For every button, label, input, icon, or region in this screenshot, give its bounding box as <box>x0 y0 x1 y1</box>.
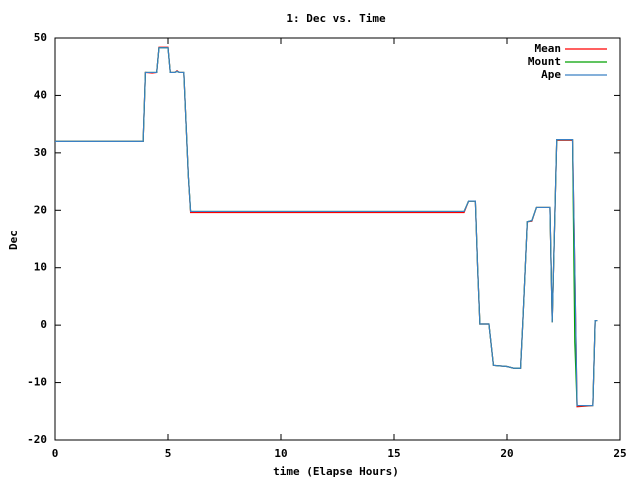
x-tick-label: 25 <box>613 447 626 460</box>
y-tick-label: 50 <box>34 31 47 44</box>
y-tick-label: 30 <box>34 146 47 159</box>
x-tick-label: 20 <box>500 447 513 460</box>
x-axis-label: time (Elapse Hours) <box>273 465 399 478</box>
legend-label: Mount <box>528 55 561 68</box>
y-axis-label: Dec <box>7 230 20 250</box>
y-tick-label: 40 <box>34 88 47 101</box>
legend-label: Ape <box>541 68 561 81</box>
x-tick-label: 5 <box>165 447 172 460</box>
x-tick-label: 0 <box>52 447 59 460</box>
y-tick-label: -20 <box>27 433 47 446</box>
series-line <box>55 47 598 407</box>
x-tick-label: 10 <box>274 447 287 460</box>
y-tick-label: 20 <box>34 203 47 216</box>
legend-label: Mean <box>535 42 562 55</box>
chart-title: 1: Dec vs. Time <box>286 12 386 25</box>
y-tick-label: -10 <box>27 376 47 389</box>
y-tick-label: 0 <box>40 318 47 331</box>
y-tick-label: 10 <box>34 261 47 274</box>
x-tick-label: 15 <box>387 447 400 460</box>
plot-border <box>54 37 621 441</box>
